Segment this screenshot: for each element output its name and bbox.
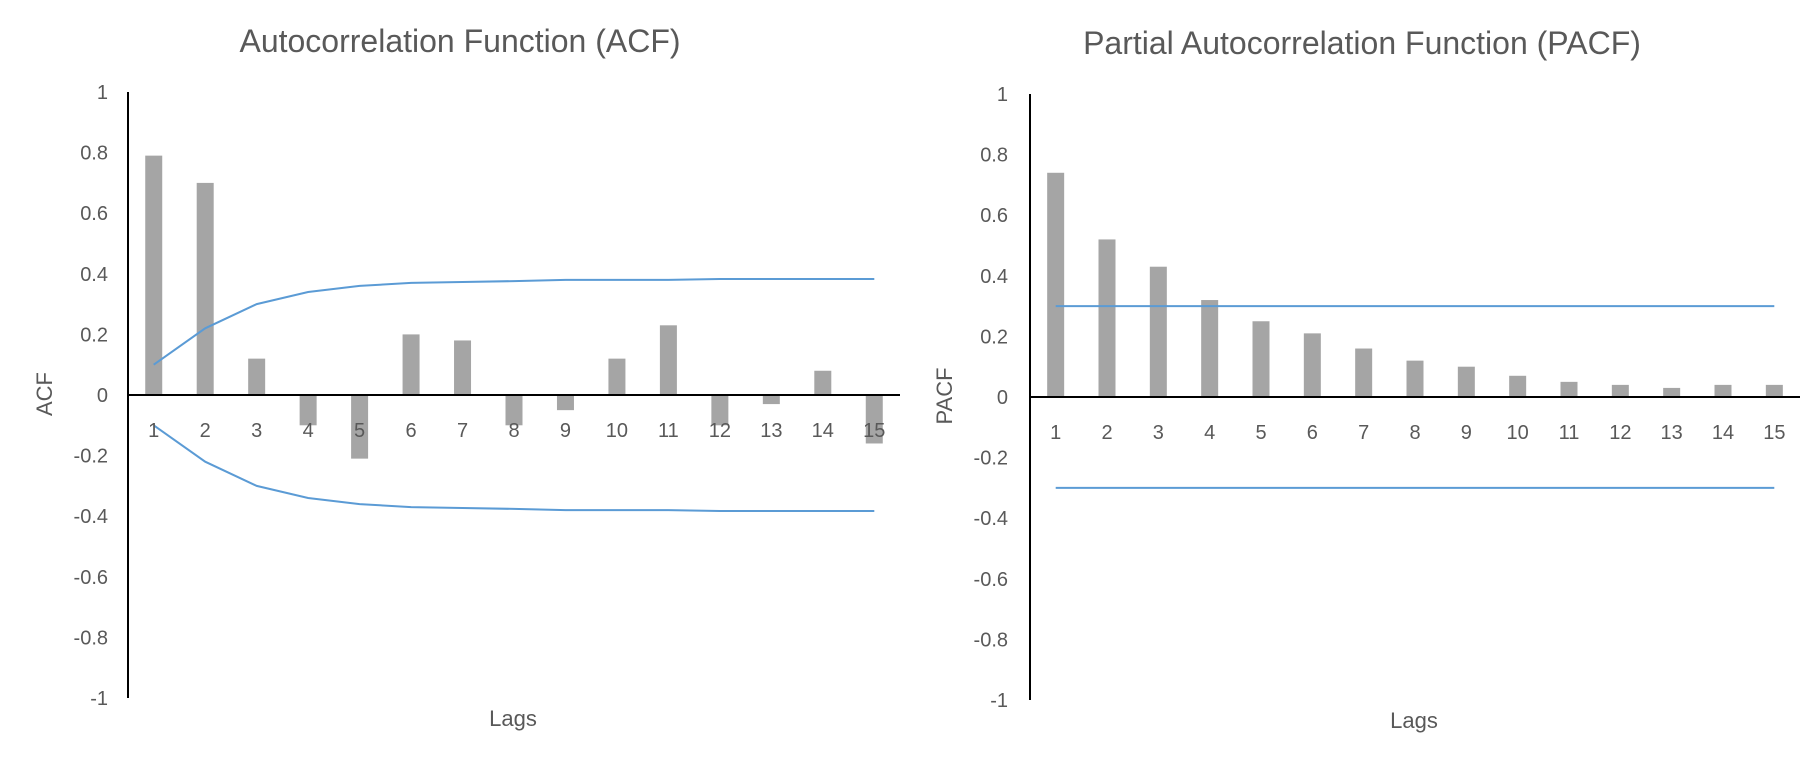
acf-bar	[248, 358, 266, 395]
pacf-bar	[1560, 381, 1578, 397]
acf-bar	[865, 395, 883, 444]
pacf-bar	[1509, 375, 1527, 397]
acf-bar	[608, 358, 626, 395]
acf-x-tick-label: 2	[200, 420, 211, 442]
acf-bar	[556, 395, 574, 411]
acf-bar	[454, 340, 472, 395]
pacf-y-tick-label: -0.8	[974, 629, 1008, 651]
pacf-bar	[1457, 366, 1475, 397]
acf-bar	[762, 395, 780, 405]
pacf-chart: Partial Autocorrelation Function (PACF) …	[932, 25, 1800, 733]
pacf-bar	[1765, 384, 1783, 397]
acf-y-tick-label: -0.6	[74, 567, 108, 589]
pacf-bar	[1714, 384, 1732, 397]
acf-x-tick-label: 7	[457, 420, 468, 442]
acf-x-tick-label: 1	[148, 420, 159, 442]
pacf-bar	[1406, 360, 1424, 397]
acf-chart-title: Autocorrelation Function (ACF)	[239, 23, 680, 59]
acf-bar	[145, 155, 163, 395]
pacf-plot-area: 10.80.60.40.20-0.2-0.4-0.6-0.8-11 2 3 4 5 6 7 8…	[974, 84, 1800, 712]
pacf-y-tick-label: -1	[990, 690, 1008, 712]
pacf-y-tick-label: 0.2	[980, 326, 1008, 348]
pacf-bar	[1303, 333, 1321, 397]
pacf-x-tick-label: 10	[1507, 422, 1529, 444]
acf-chart: Autocorrelation Function (ACF) ACF Lags …	[32, 23, 900, 731]
acf-y-tick-label: 0.6	[80, 203, 108, 225]
pacf-y-tick-label: 0.8	[980, 145, 1008, 167]
acf-confidence-line-lower	[153, 424, 875, 512]
acf-y-tick-label: 0.8	[80, 143, 108, 165]
pacf-x-tick-label: 14	[1712, 422, 1734, 444]
pacf-y-tick-label: -0.2	[974, 448, 1008, 470]
acf-confidence-line-upper	[153, 278, 875, 366]
acf-x-tick-label: 5	[354, 420, 365, 442]
pacf-bar	[1201, 300, 1219, 397]
acf-bar	[659, 325, 677, 395]
pacf-x-tick-label: 4	[1204, 422, 1215, 444]
acf-y-tick-label: 1	[97, 82, 108, 104]
pacf-bar	[1098, 239, 1116, 397]
acf-y-tick-label: 0	[97, 385, 108, 407]
acf-x-tick-label: 9	[560, 420, 571, 442]
acf-bar	[299, 395, 317, 426]
acf-plot-area: 10.80.60.40.20-0.2-0.4-0.6-0.8-11 2 3 4 5 6 7 8…	[74, 82, 900, 710]
acf-bar	[351, 395, 369, 459]
acf-x-tick-label: 8	[508, 420, 519, 442]
pacf-x-tick-label: 8	[1409, 422, 1420, 444]
pacf-y-tick-label: 0.6	[980, 205, 1008, 227]
pacf-bar	[1047, 172, 1065, 397]
acf-bar	[505, 395, 523, 426]
pacf-bar	[1355, 348, 1373, 397]
pacf-x-tick-label: 1	[1050, 422, 1061, 444]
pacf-bar	[1149, 266, 1167, 397]
acf-x-tick-label: 3	[251, 420, 262, 442]
pacf-y-tick-label: -0.6	[974, 569, 1008, 591]
acf-bar	[711, 395, 729, 426]
acf-x-tick-label: 10	[606, 420, 628, 442]
pacf-y-tick-label: 0	[997, 387, 1008, 409]
acf-y-tick-label: -1	[90, 688, 108, 710]
pacf-x-tick-label: 5	[1255, 422, 1266, 444]
pacf-bar	[1252, 321, 1270, 397]
acf-x-tick-label: 12	[709, 420, 731, 442]
acf-x-tick-label: 6	[406, 420, 417, 442]
acf-y-tick-label: 0.2	[80, 324, 108, 346]
acf-bar	[814, 370, 832, 395]
pacf-chart-title: Partial Autocorrelation Function (PACF)	[1083, 25, 1641, 61]
pacf-x-tick-label: 9	[1461, 422, 1472, 444]
acf-bar	[196, 182, 214, 395]
acf-x-tick-label: 15	[863, 420, 885, 442]
acf-y-tick-label: 0.4	[80, 264, 108, 286]
acf-bar	[402, 334, 420, 395]
acf-x-tick-label: 13	[760, 420, 782, 442]
acf-y-axis-title: ACF	[32, 372, 57, 416]
pacf-x-tick-label: 12	[1609, 422, 1631, 444]
pacf-x-axis-title: Lags	[1390, 708, 1438, 733]
acf-y-tick-label: -0.2	[74, 446, 108, 468]
acf-x-tick-label: 4	[303, 420, 314, 442]
acf-y-tick-label: -0.8	[74, 627, 108, 649]
pacf-x-tick-label: 13	[1661, 422, 1683, 444]
pacf-bar	[1611, 384, 1629, 397]
pacf-x-tick-label: 2	[1101, 422, 1112, 444]
acf-x-tick-label: 11	[658, 420, 679, 442]
pacf-x-tick-label: 15	[1763, 422, 1785, 444]
pacf-x-tick-label: 3	[1153, 422, 1164, 444]
pacf-y-tick-label: 1	[997, 84, 1008, 106]
acf-y-tick-label: -0.4	[74, 506, 108, 528]
acf-x-tick-label: 14	[812, 420, 834, 442]
pacf-y-tick-label: 0.4	[980, 266, 1008, 288]
acf-x-axis-title: Lags	[489, 706, 537, 731]
pacf-y-axis-title: PACF	[932, 367, 957, 424]
pacf-bar	[1663, 387, 1681, 397]
pacf-y-tick-label: -0.4	[974, 508, 1008, 530]
pacf-x-tick-label: 6	[1307, 422, 1318, 444]
pacf-x-tick-label: 11	[1559, 422, 1580, 444]
pacf-x-tick-label: 7	[1358, 422, 1369, 444]
